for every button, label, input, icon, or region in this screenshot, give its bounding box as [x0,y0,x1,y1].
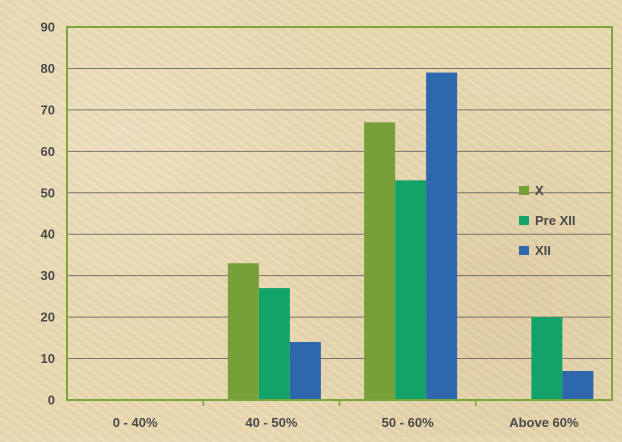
y-tick-label: 90 [41,20,55,35]
bar-xii [562,370,594,400]
x-category-label: 40 - 50% [245,415,297,430]
bar-xii [289,341,321,400]
y-tick-label: 20 [41,310,55,325]
bar-pre-xii [531,317,563,400]
x-category-label: 50 - 60% [382,415,434,430]
y-axis-ticks: 0 10 20 30 40 50 60 70 80 90 [41,20,55,408]
y-tick-label: 50 [41,185,55,200]
bar-pre-xii [395,180,427,400]
x-category-label: Above 60% [509,415,579,430]
legend-label: XII [535,243,551,258]
gridlines [67,67,612,360]
y-tick-label: 60 [41,144,55,159]
y-tick-label: 10 [41,351,55,366]
legend: X Pre XII XII [519,183,575,258]
plot-frame [66,26,613,401]
y-tick-label: 80 [41,61,55,76]
bar-x [227,263,259,400]
bars [227,72,594,401]
bar-x [364,122,396,401]
y-tick-label: 70 [41,102,55,117]
legend-swatch [519,186,529,195]
legend-swatch [519,246,529,255]
y-tick-label: 40 [41,227,55,242]
bar-pre-xii [258,288,290,400]
legend-label: Pre XII [535,213,575,228]
legend-swatch [519,216,529,225]
bar-xii [426,72,458,400]
x-category-label: 0 - 40% [113,415,158,430]
legend-label: X [535,183,544,198]
x-axis-categories: 0 - 40% 40 - 50% 50 - 60% Above 60% [113,400,579,430]
y-tick-label: 0 [48,393,55,408]
y-tick-label: 30 [41,268,55,283]
